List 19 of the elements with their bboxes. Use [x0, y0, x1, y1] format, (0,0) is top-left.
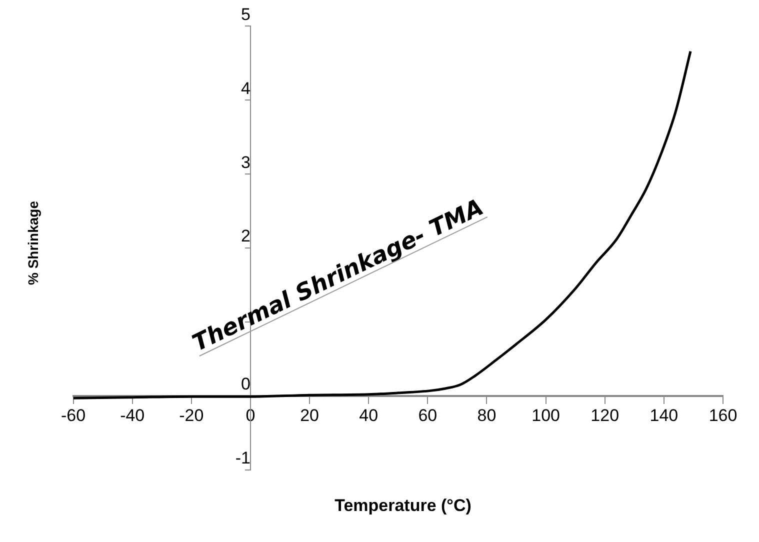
y-tick-label: 4 — [241, 78, 250, 98]
y-axis-title: % Shrinkage — [25, 200, 41, 286]
x-axis-title: Temperature (°C) — [334, 496, 472, 516]
x-tick-label: 20 — [300, 406, 320, 425]
y-tick-label: 3 — [241, 152, 250, 172]
y-tick-label: 0 — [241, 374, 250, 394]
x-tick-label: 40 — [359, 406, 378, 425]
x-tick-label: 100 — [532, 406, 560, 425]
x-tick-label: 160 — [708, 406, 738, 425]
x-tick-label: -20 — [179, 406, 204, 425]
x-tick-label: 80 — [477, 406, 496, 425]
y-tick-label: 5 — [241, 4, 250, 24]
x-tick-label: 140 — [650, 406, 678, 425]
y-tick-label: 2 — [241, 226, 250, 246]
x-tick-label: 60 — [418, 406, 438, 425]
y-tick-label: -1 — [235, 448, 250, 468]
x-tick-label: 120 — [590, 406, 620, 425]
x-tick-label: -40 — [120, 406, 145, 425]
x-tick-label: -60 — [60, 406, 86, 425]
